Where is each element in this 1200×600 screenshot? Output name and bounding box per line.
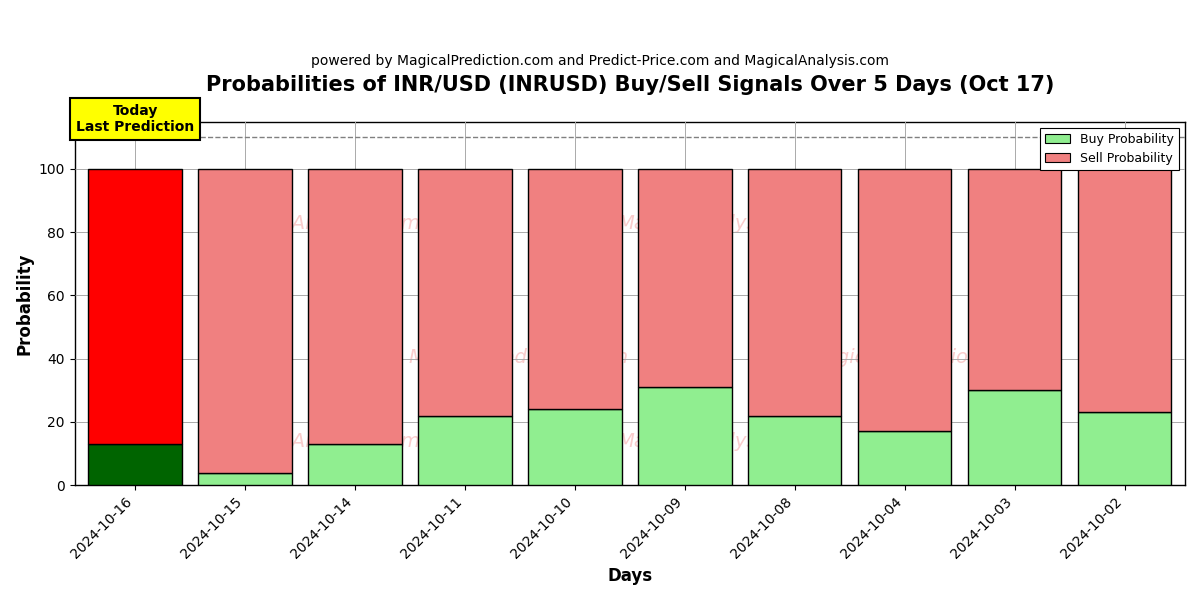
Bar	[528, 409, 622, 485]
Bar	[89, 444, 182, 485]
Bar	[968, 169, 1061, 391]
Bar	[308, 444, 402, 485]
Bar	[1078, 169, 1171, 412]
Legend: Buy Probability, Sell Probability: Buy Probability, Sell Probability	[1040, 128, 1178, 170]
Bar	[638, 387, 732, 485]
Bar	[198, 169, 292, 473]
Bar	[858, 431, 952, 485]
Text: MagicalPrediction.com: MagicalPrediction.com	[409, 349, 629, 367]
Text: MagicalPrediction.com: MagicalPrediction.com	[809, 349, 1028, 367]
Bar	[419, 169, 511, 416]
Bar	[198, 473, 292, 485]
Bar	[748, 416, 841, 485]
Bar	[858, 169, 952, 431]
Title: Probabilities of INR/USD (INRUSD) Buy/Sell Signals Over 5 Days (Oct 17): Probabilities of INR/USD (INRUSD) Buy/Se…	[205, 75, 1054, 95]
Text: MagicalAnalysis.com: MagicalAnalysis.com	[617, 214, 820, 233]
Bar	[748, 169, 841, 416]
Text: MagicalAnalysis.com: MagicalAnalysis.com	[617, 432, 820, 451]
Text: MagicalAnalysis.com: MagicalAnalysis.com	[217, 432, 420, 451]
Bar	[528, 169, 622, 409]
Text: Today
Last Prediction: Today Last Prediction	[76, 104, 194, 134]
Bar	[308, 169, 402, 444]
Bar	[638, 169, 732, 387]
Bar	[89, 169, 182, 444]
Text: powered by MagicalPrediction.com and Predict-Price.com and MagicalAnalysis.com: powered by MagicalPrediction.com and Pre…	[311, 54, 889, 68]
Bar	[419, 416, 511, 485]
Text: MagicalAnalysis.com: MagicalAnalysis.com	[217, 214, 420, 233]
Bar	[1078, 412, 1171, 485]
Bar	[968, 391, 1061, 485]
X-axis label: Days: Days	[607, 567, 653, 585]
Y-axis label: Probability: Probability	[16, 252, 34, 355]
